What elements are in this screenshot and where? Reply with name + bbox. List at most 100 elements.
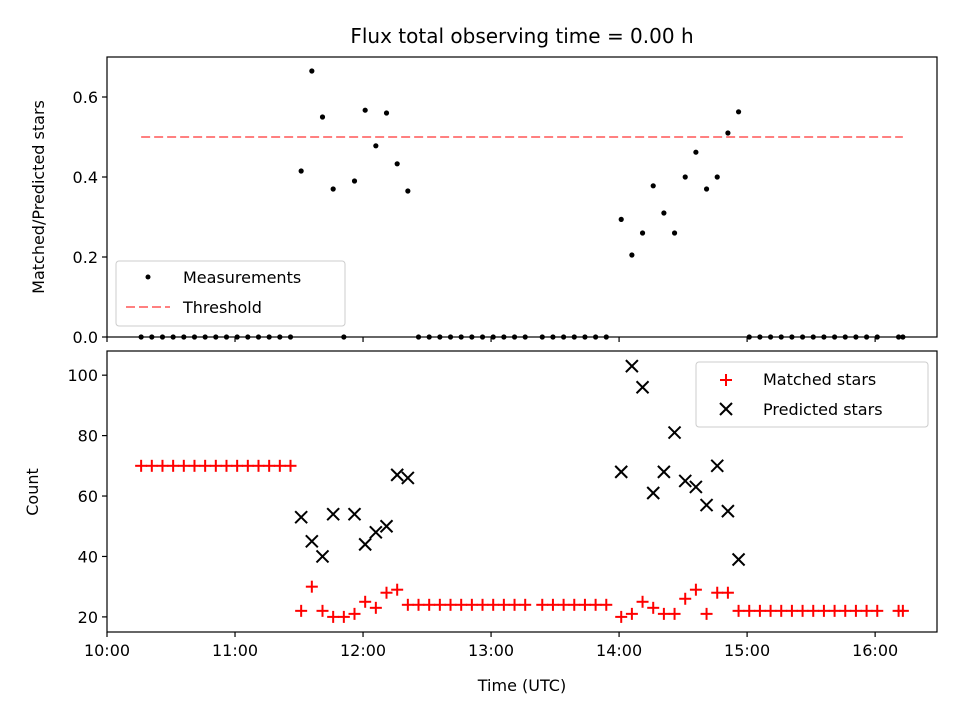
matched-stars-point — [305, 580, 318, 593]
matched-stars-point — [284, 459, 297, 472]
bottom-y-axis-label: Count — [23, 468, 42, 516]
matched-stars-point — [508, 598, 521, 611]
matched-stars-point — [860, 604, 873, 617]
predicted-stars-point — [731, 552, 746, 567]
measurement-point — [693, 149, 699, 155]
matched-stars-point — [828, 604, 841, 617]
bottom-x-axis-label: Time (UTC) — [477, 676, 566, 695]
bottom-series — [135, 359, 909, 623]
matched-stars-point — [177, 459, 190, 472]
matched-stars-point — [775, 604, 788, 617]
matched-stars-point — [220, 459, 233, 472]
matched-stars-point — [647, 601, 660, 614]
matched-stars-point — [273, 459, 286, 472]
measurement-point — [373, 143, 379, 149]
legend-predicted-marker — [719, 402, 733, 416]
matched-stars-point — [209, 459, 222, 472]
predicted-stars-point — [646, 486, 660, 500]
matched-stars-point — [700, 607, 713, 620]
matched-stars-point — [135, 459, 148, 472]
bottom-axes-frame — [106, 350, 938, 633]
x-tick-label: 12:00 — [340, 641, 386, 660]
matched-stars-point — [807, 604, 820, 617]
matched-stars-point — [241, 459, 254, 472]
matched-stars-point — [263, 459, 276, 472]
matched-stars-point — [839, 604, 852, 617]
y-tick-label: 80 — [78, 427, 98, 446]
matched-stars-point — [188, 459, 201, 472]
matched-stars-point — [753, 604, 766, 617]
bottom-x-ticks: 10:00 11:00 12:00 13:00 14:00 15:00 16:00 — [84, 632, 898, 660]
matched-stars-point — [657, 607, 670, 620]
y-tick-label: 0.4 — [73, 168, 98, 187]
y-tick-label: 0.0 — [73, 328, 98, 347]
predicted-stars-point — [315, 549, 330, 564]
matched-stars-point — [764, 604, 777, 617]
matched-stars-point — [600, 598, 613, 611]
matched-stars-point — [785, 604, 798, 617]
measurement-point — [405, 188, 411, 194]
measurement-point — [298, 168, 304, 174]
top-y-axis-label: Matched/Predicted stars — [29, 100, 48, 294]
matched-stars-point — [423, 598, 436, 611]
matched-stars-point — [896, 604, 909, 617]
measurement-point — [330, 186, 336, 192]
matched-stars-point — [796, 604, 809, 617]
predicted-stars-point — [390, 468, 404, 482]
predicted-stars-point — [358, 537, 372, 552]
measurement-point — [703, 186, 710, 192]
matched-stars-point — [455, 598, 468, 611]
measurement-point — [383, 110, 390, 116]
matched-stars-point — [615, 610, 628, 623]
measurement-point — [714, 174, 720, 180]
matched-stars-point — [578, 598, 591, 611]
top-y-ticks: 0.0 0.2 0.4 0.6 — [73, 88, 107, 347]
bottom-legend-box — [695, 361, 929, 428]
matched-stars-point — [557, 598, 570, 611]
predicted-stars-point — [326, 507, 340, 521]
bottom-legend: Matched stars Predicted stars — [695, 361, 929, 428]
matched-stars-point — [689, 583, 702, 596]
predicted-stars-point — [667, 425, 682, 440]
predicted-stars-point — [657, 465, 671, 479]
x-tick-label: 15:00 — [724, 641, 770, 660]
legend-measurements-marker — [145, 274, 151, 280]
matched-stars-point — [589, 598, 602, 611]
predicted-stars-point — [379, 519, 394, 533]
matched-stars-point — [546, 598, 559, 611]
measurement-point — [650, 183, 656, 189]
matched-stars-point — [295, 604, 308, 617]
top-panel: Flux total observing time = 0.00 h Match… — [29, 24, 938, 347]
legend-measurements-label: Measurements — [183, 268, 301, 287]
legend-predicted-label: Predicted stars — [763, 400, 883, 419]
measurement-point — [661, 210, 667, 216]
predicted-stars-point — [689, 480, 703, 494]
measurement-point — [725, 130, 731, 136]
predicted-stars-point — [401, 471, 415, 485]
y-tick-label: 100 — [67, 366, 98, 385]
matched-stars-point — [316, 604, 329, 617]
predicted-stars-point — [710, 459, 724, 473]
top-legend: Measurements Threshold — [115, 260, 346, 327]
measurement-point — [309, 68, 315, 74]
matched-stars-point — [871, 604, 884, 617]
y-tick-label: 20 — [78, 608, 98, 627]
top-axes-frame — [106, 56, 938, 338]
legend-matched-label: Matched stars — [763, 370, 876, 389]
y-tick-label: 40 — [78, 547, 98, 566]
matched-stars-point — [519, 598, 532, 611]
y-tick-label: 0.6 — [73, 88, 98, 107]
x-tick-label: 13:00 — [468, 641, 514, 660]
matched-stars-point — [359, 595, 372, 608]
y-tick-label: 0.2 — [73, 248, 98, 267]
measurement-point — [629, 252, 635, 258]
matched-stars-point — [156, 459, 169, 472]
bottom-y-ticks: 20 40 60 80 100 — [67, 366, 107, 627]
matched-stars-point — [444, 598, 457, 611]
matched-stars-point — [433, 598, 446, 611]
x-tick-label: 11:00 — [212, 641, 258, 660]
matched-stars-point — [536, 598, 549, 611]
predicted-stars-point — [678, 474, 692, 488]
predicted-stars-point — [347, 507, 362, 521]
predicted-stars-point — [369, 525, 383, 539]
